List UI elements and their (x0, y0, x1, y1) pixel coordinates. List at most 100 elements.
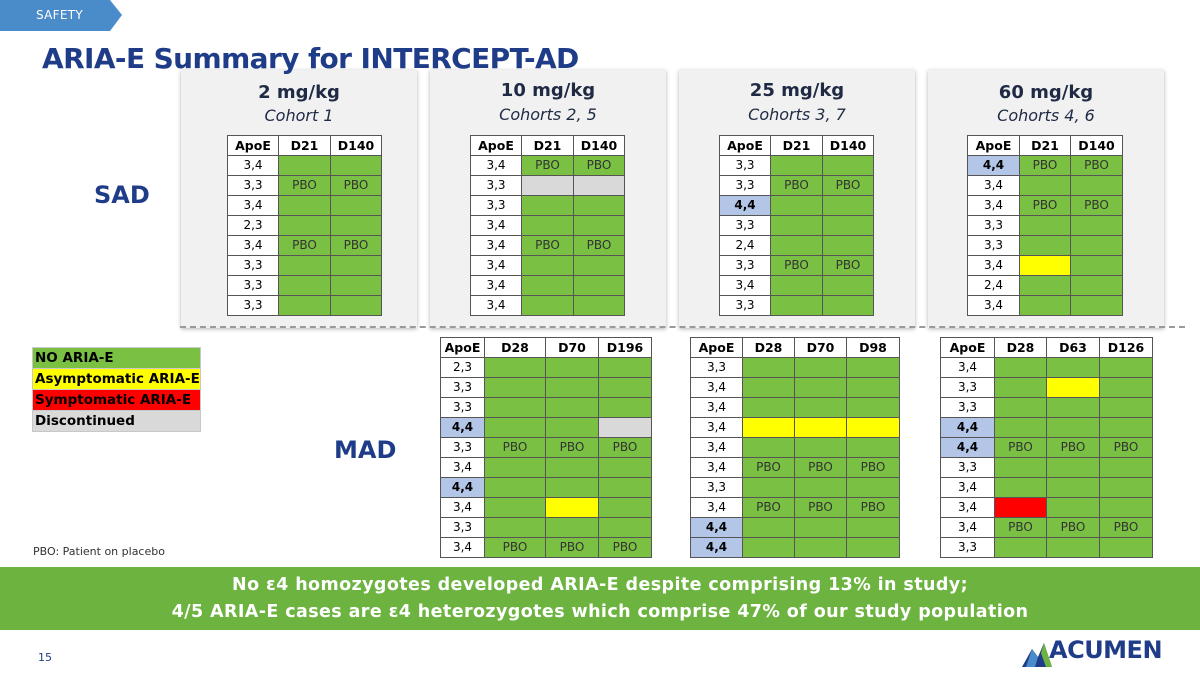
status-cell (846, 437, 900, 458)
status-cell (1070, 295, 1123, 316)
status-cell: PBO (1099, 437, 1153, 458)
status-cell (330, 215, 382, 236)
table-row: 3,3 PBO PBO (719, 175, 874, 196)
apoe-genotype-cell: 2,3 (227, 215, 279, 236)
table-row: 3,3 (440, 377, 652, 398)
column-header: D70 (794, 337, 847, 358)
sad-grid: ApoE D21 D140 3,4 3,3 PBO PBO 3,4 2,3 3,4 PBO PBO 3,… (227, 135, 382, 316)
header-row: ApoE D21 D140 (470, 135, 625, 156)
table-row: 3,3 (967, 215, 1123, 236)
status-cell (330, 275, 382, 296)
column-header: D140 (330, 135, 382, 156)
table-row: 4,4 (440, 417, 652, 438)
apoe-genotype-cell: 4,4 (440, 417, 485, 438)
status-cell (545, 357, 599, 378)
table-row: 3,4 (470, 295, 625, 316)
status-cell (484, 417, 546, 438)
table-row: 3,4 (967, 175, 1123, 196)
apoe-genotype-cell: 3,3 (440, 517, 485, 538)
table-row: 3,3 (719, 295, 874, 316)
header-row: ApoE D21 D140 (967, 135, 1123, 156)
status-cell: PBO (846, 457, 900, 478)
table-row: 3,3 PBO PBO (227, 175, 382, 196)
status-cell (1099, 497, 1153, 518)
sad-grid: ApoE D21 D140 3,3 3,3 PBO PBO 4,4 3,3 2,4 3,3 PBO PB… (719, 135, 874, 316)
apoe-genotype-cell: 3,4 (470, 235, 522, 256)
apoe-genotype-cell: 3,3 (967, 235, 1020, 256)
status-cell (573, 275, 625, 296)
table-row: 3,3 (940, 397, 1153, 418)
table-row: 3,3 (440, 517, 652, 538)
table-row: 3,4 (690, 397, 900, 418)
status-cell (994, 357, 1047, 378)
cohort-label: Cohorts 3, 7 (748, 105, 846, 124)
status-cell: PBO (770, 175, 823, 196)
status-cell (521, 275, 574, 296)
status-cell (846, 377, 900, 398)
table-row: 3,3 (967, 235, 1123, 256)
status-cell: PBO (521, 235, 574, 256)
table-row: 3,4 (940, 477, 1153, 498)
apoe-genotype-cell: 4,4 (440, 477, 485, 498)
status-cell (330, 155, 382, 176)
table-row: 3,4 (967, 255, 1123, 276)
dose-label: 2 mg/kg (258, 82, 340, 103)
table-row: 3,3 PBO PBO (719, 255, 874, 276)
status-cell (598, 397, 652, 418)
legend-symptomatic-aria-e: Symptomatic ARIA-E (32, 389, 201, 411)
table-row: 2,3 (227, 215, 382, 236)
status-cell: PBO (1099, 517, 1153, 538)
status-cell (278, 155, 331, 176)
status-cell (573, 255, 625, 276)
header-row: ApoE D28 D70 D98 (690, 337, 900, 358)
apoe-genotype-cell: 2,4 (719, 235, 771, 256)
status-cell (521, 255, 574, 276)
status-cell (278, 295, 331, 316)
status-cell: PBO (822, 175, 874, 196)
status-cell (545, 397, 599, 418)
apoe-genotype-cell: 3,4 (940, 477, 995, 498)
key-finding-banner: No ε4 homozygotes developed ARIA-E despi… (0, 567, 1200, 630)
apoe-genotype-cell: 3,3 (967, 215, 1020, 236)
column-header: D98 (846, 337, 900, 358)
header-row: ApoE D21 D140 (719, 135, 874, 156)
status-cell (742, 477, 795, 498)
status-cell (742, 437, 795, 458)
status-cell (484, 457, 546, 478)
status-cell (1019, 175, 1071, 196)
cohort-label: Cohorts 2, 5 (499, 105, 597, 124)
status-cell (994, 397, 1047, 418)
section-label-mad: MAD (334, 436, 397, 464)
status-cell: PBO (794, 497, 847, 518)
status-cell (1019, 255, 1071, 276)
status-cell (1099, 377, 1153, 398)
status-cell (1099, 457, 1153, 478)
status-cell (1046, 497, 1100, 518)
status-cell (484, 377, 546, 398)
status-cell (1046, 357, 1100, 378)
apoe-genotype-cell: 3,3 (227, 255, 279, 276)
apoe-genotype-cell: 3,4 (967, 255, 1020, 276)
table-row: 3,3 PBO PBO PBO (440, 437, 652, 458)
status-cell: PBO (1070, 195, 1123, 216)
column-header: D196 (598, 337, 652, 358)
table-row: 3,4 (227, 195, 382, 216)
table-row: 4,4 PBO PBO PBO (940, 437, 1153, 458)
table-row: 3,4 (690, 377, 900, 398)
section-label-sad: SAD (94, 181, 150, 209)
status-cell (742, 537, 795, 558)
table-row: 3,3 (227, 295, 382, 316)
header-row: ApoE D28 D70 D196 (440, 337, 652, 358)
status-cell (598, 357, 652, 378)
mad-grid: ApoE D28 D70 D196 2,3 3,3 3,3 4,4 3,3 PBO PBO PBO 3,… (440, 337, 652, 558)
column-header: ApoE (440, 337, 485, 358)
apoe-genotype-cell: 3,3 (940, 397, 995, 418)
apoe-genotype-cell: 3,3 (227, 175, 279, 196)
apoe-genotype-cell: 3,3 (719, 215, 771, 236)
status-cell (1070, 235, 1123, 256)
status-cell: PBO (521, 155, 574, 176)
status-cell (330, 195, 382, 216)
status-cell (1046, 457, 1100, 478)
status-cell (794, 357, 847, 378)
status-cell (1070, 255, 1123, 276)
